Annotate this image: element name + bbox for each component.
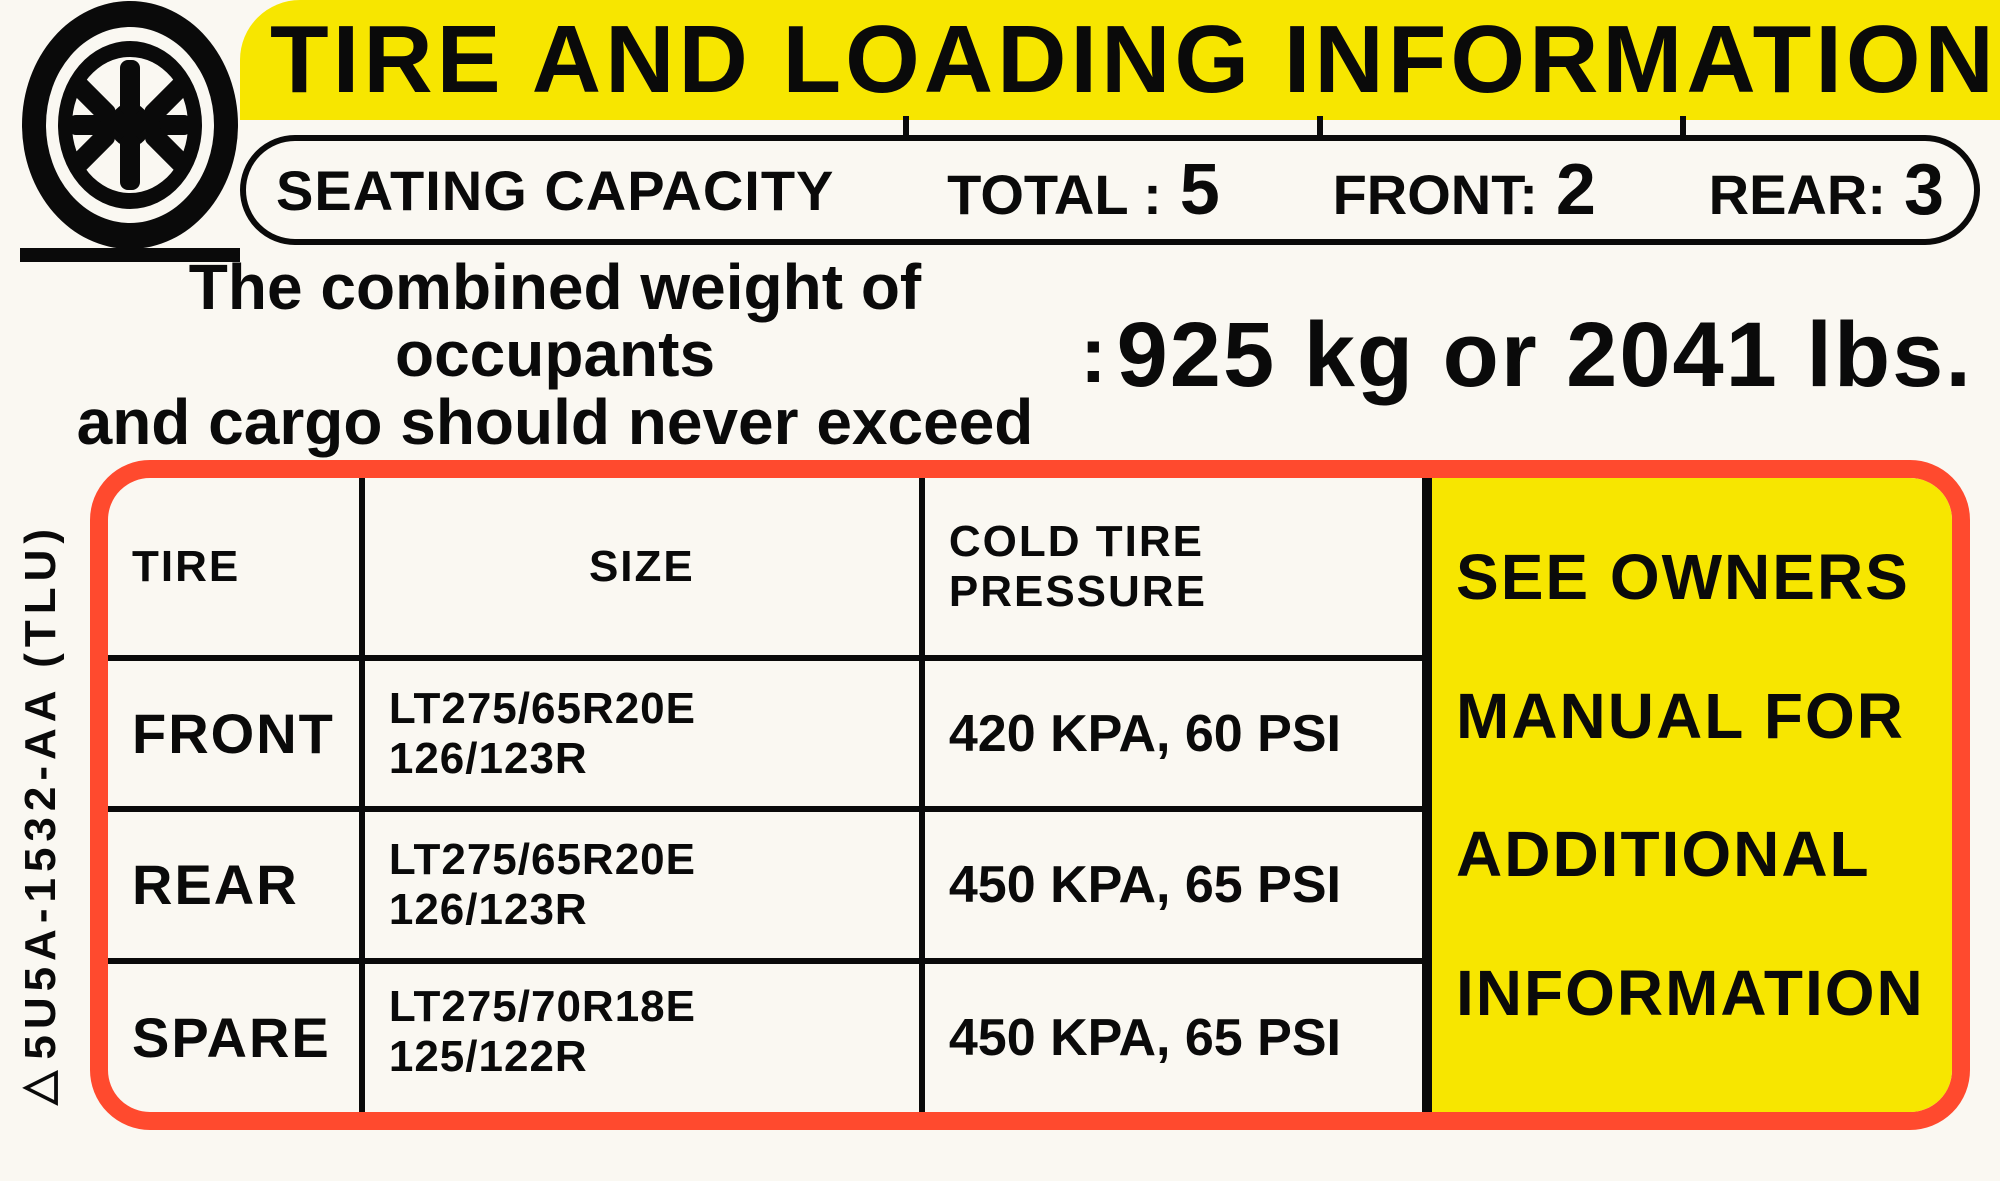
max-load-statement: The combined weight of occupants and car… [40, 270, 1980, 440]
cell-tire: SPARE [108, 961, 362, 1112]
owners-manual-note: SEE OWNERS MANUAL FOR ADDITIONAL INFORMA… [1422, 478, 1952, 1112]
tire-icon [20, 0, 240, 280]
table-row: SPARE LT275/70R18E 125/122R 450 KPA, 65 … [108, 961, 1422, 1112]
colon: : [1080, 309, 1107, 401]
table-row: FRONT LT275/65R20E 126/123R 420 KPA, 60 … [108, 658, 1422, 809]
note-line: ADDITIONAL [1456, 817, 1928, 891]
tire-table-box: TIRE SIZE COLD TIRE PRESSURE FRONT LT275… [90, 460, 1970, 1130]
th-size: SIZE [362, 478, 922, 658]
table-header-row: TIRE SIZE COLD TIRE PRESSURE [108, 478, 1422, 658]
cell-pressure: 450 KPA, 65 PSI [922, 809, 1422, 960]
note-line: SEE OWNERS [1456, 540, 1928, 614]
seating-total-value: 5 [1180, 149, 1220, 231]
tire-table-wrap: TIRE SIZE COLD TIRE PRESSURE FRONT LT275… [108, 478, 1422, 1112]
cell-pressure: 420 KPA, 60 PSI [922, 658, 1422, 809]
title-text: TIRE AND LOADING INFORMATION [270, 5, 1998, 115]
seating-front-value: 2 [1556, 149, 1596, 231]
seating-total-label: TOTAL : [947, 162, 1162, 227]
cell-size: LT275/65R20E 126/123R [362, 658, 922, 809]
seating-rear-value: 3 [1904, 149, 1944, 231]
seating-front: FRONT: 2 [1333, 149, 1596, 231]
tire-table: TIRE SIZE COLD TIRE PRESSURE FRONT LT275… [108, 478, 1422, 1112]
seating-capacity-pill: SEATING CAPACITY TOTAL : 5 FRONT: 2 REAR… [240, 135, 1980, 245]
max-load-value: 925 kg or 2041 lbs. [1117, 303, 1973, 408]
title-bar: TIRE AND LOADING INFORMATION [240, 0, 2000, 120]
seating-total: TOTAL : 5 [947, 149, 1220, 231]
tire-loading-placard: TIRE AND LOADING INFORMATION SEATING CAP… [0, 0, 2000, 1181]
seating-capacity-row: SEATING CAPACITY TOTAL : 5 FRONT: 2 REAR… [240, 130, 1980, 250]
max-load-lead-line2: and cargo should never exceed [77, 386, 1034, 458]
seating-rear-label: REAR: [1709, 162, 1886, 227]
cell-pressure: 450 KPA, 65 PSI [922, 961, 1422, 1112]
table-row: REAR LT275/65R20E 126/123R 450 KPA, 65 P… [108, 809, 1422, 960]
part-number-vertical: ▷5U5A-1532-AA (TLU) [10, 470, 70, 1170]
part-number-text: ▷5U5A-1532-AA (TLU) [15, 523, 66, 1117]
note-line: INFORMATION [1456, 956, 1928, 1030]
note-line: MANUAL FOR [1456, 679, 1928, 753]
max-load-lead-line1: The combined weight of occupants [189, 251, 921, 390]
th-tire: TIRE [108, 478, 362, 658]
cell-tire: FRONT [108, 658, 362, 809]
cell-size: LT275/65R20E 126/123R [362, 809, 922, 960]
seating-capacity-label: SEATING CAPACITY [276, 158, 834, 223]
max-load-lead: The combined weight of occupants and car… [40, 254, 1070, 456]
th-pressure: COLD TIRE PRESSURE [922, 478, 1422, 658]
seating-rear: REAR: 3 [1709, 149, 1944, 231]
cell-tire: REAR [108, 809, 362, 960]
cell-size: LT275/70R18E 125/122R [362, 961, 922, 1112]
seating-front-label: FRONT: [1333, 162, 1538, 227]
